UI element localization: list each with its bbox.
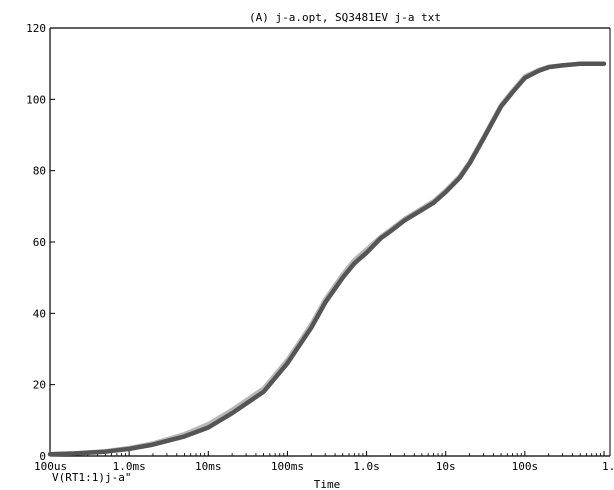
y-tick-label: 100 — [26, 93, 46, 106]
x-tick-label: 1.0s — [353, 460, 380, 473]
y-tick-label: 20 — [33, 379, 46, 392]
y-tick-label: 40 — [33, 307, 46, 320]
y-tick-label: 60 — [33, 236, 46, 249]
series-line-measured — [47, 61, 607, 457]
chart-title: (A) j-a.opt, SQ3481EV j-a txt — [249, 11, 441, 24]
y-tick-label: 120 — [26, 22, 46, 35]
x-tick-label: 1.0ms — [113, 460, 146, 473]
x-tick-label: 1.0Ks — [602, 460, 614, 473]
axis-tick-labels: 0 20 40 60 80 100 120 100us 1.0ms 10ms 100ms 1.0s 10… — [26, 22, 614, 473]
legend-label: V(RT1:1)j-a" — [52, 471, 131, 484]
y-tick-label: 0 — [39, 450, 46, 463]
x-tick-label: 100s — [512, 460, 539, 473]
x-tick-label: 100us — [34, 460, 67, 473]
x-tick-label: 10ms — [195, 460, 222, 473]
y-tick-label: 80 — [33, 165, 46, 178]
x-axis-label: Time — [314, 478, 341, 490]
x-tick-label: 10s — [436, 460, 456, 473]
series-layer — [47, 61, 607, 457]
x-tick-label: 100ms — [271, 460, 304, 473]
